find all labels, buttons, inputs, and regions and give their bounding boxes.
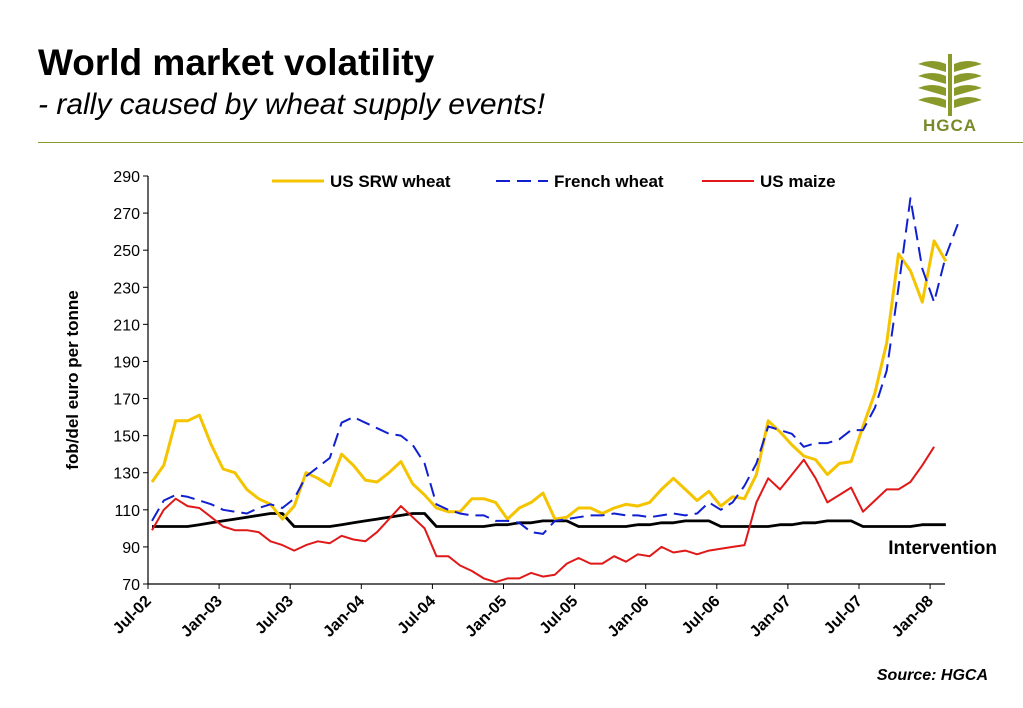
y-tick-label: 130 xyxy=(113,466,140,483)
logo-text: HGCA xyxy=(922,116,978,135)
header-divider xyxy=(38,142,1023,143)
intervention-annotation: Intervention xyxy=(888,538,997,559)
y-axis-label: fob/del euro per tonne xyxy=(63,290,82,469)
y-tick-label: 170 xyxy=(113,392,140,409)
y-tick-label: 290 xyxy=(113,169,140,186)
series-line-french-wheat xyxy=(151,197,959,535)
x-tick-label: Jan-04 xyxy=(320,593,368,641)
x-tick-label: Jan-08 xyxy=(889,593,937,641)
chart-axes: 70 90 110 130 150 170 190 210 230 250 270 290 Jul-02… xyxy=(110,169,945,641)
page-subtitle: - rally caused by wheat supply events! xyxy=(38,88,545,121)
series-line-us-srw-wheat xyxy=(150,239,948,521)
source-note: Source: HGCA xyxy=(876,667,988,684)
chart-series xyxy=(150,197,959,584)
legend-label-us-maize: US maize xyxy=(760,172,836,191)
y-tick-label: 210 xyxy=(113,317,140,334)
x-tick-label: Jul-03 xyxy=(252,593,297,638)
x-tick-label: Jan-03 xyxy=(178,593,226,641)
y-tick-label: 190 xyxy=(113,354,140,371)
series-line-us-maize xyxy=(151,446,935,584)
y-tick-label: 230 xyxy=(113,280,140,297)
x-tick-label: Jul-04 xyxy=(395,593,440,638)
y-tick-label: 70 xyxy=(122,577,140,594)
x-tick-label: Jul-02 xyxy=(110,593,155,638)
y-tick-label: 270 xyxy=(113,206,140,223)
y-tick-label: 250 xyxy=(113,243,140,260)
x-tick-label: Jul-05 xyxy=(537,593,582,638)
x-tick-label: Jan-05 xyxy=(462,593,510,641)
legend-label-french-wheat: French wheat xyxy=(554,172,664,191)
x-tick-label: Jan-07 xyxy=(747,593,795,641)
x-tick-label: Jul-07 xyxy=(821,593,866,638)
y-tick-label: 150 xyxy=(113,429,140,446)
x-tick-label: Jan-06 xyxy=(605,593,653,641)
series-line-intervention xyxy=(152,512,946,528)
y-tick-label: 90 xyxy=(122,540,140,557)
legend-label-us-srw-wheat: US SRW wheat xyxy=(330,172,451,191)
y-tick-label: 110 xyxy=(114,503,140,520)
chart-legend: US SRW wheat French wheat US maize xyxy=(272,172,836,191)
page-title: World market volatility xyxy=(38,42,435,83)
x-tick-label: Jul-06 xyxy=(679,593,724,638)
wheat-sheaf-icon xyxy=(918,54,982,116)
